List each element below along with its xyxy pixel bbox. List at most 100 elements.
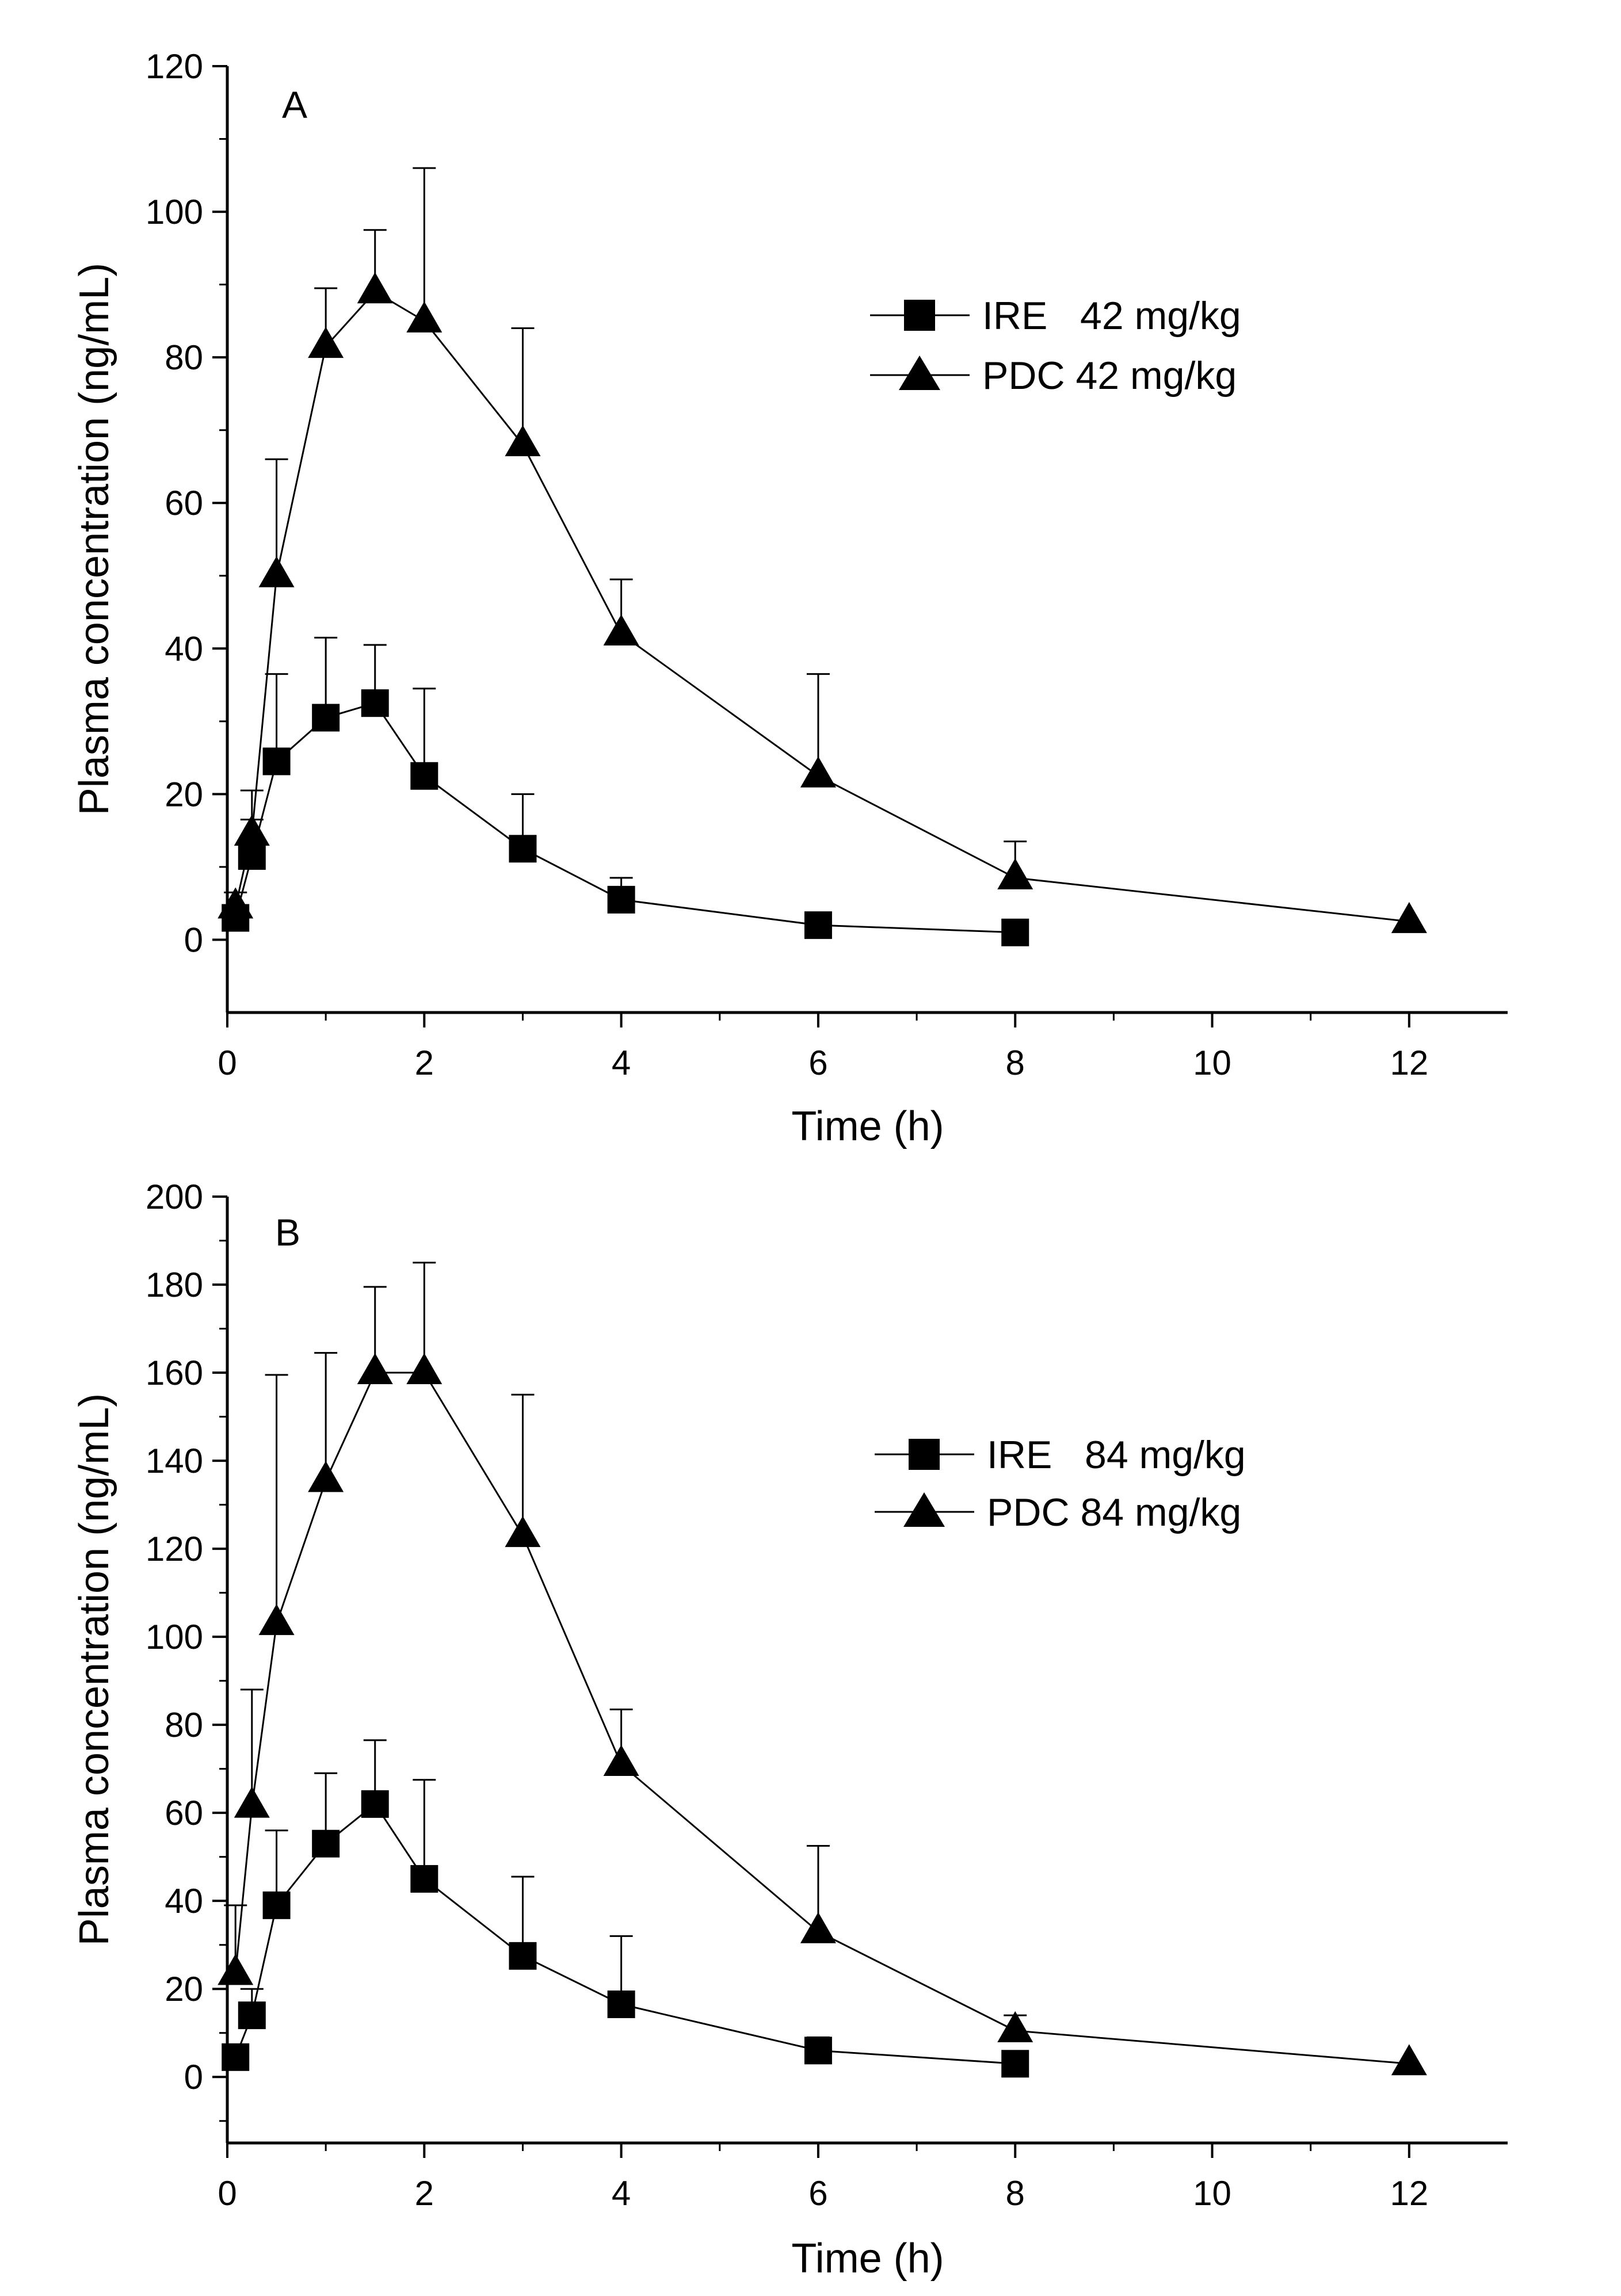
panel-a-x-tick-label: 4 (612, 1044, 631, 1082)
panel-a-label: A (282, 83, 307, 126)
panel-a-x-axis-title: Time (h) (791, 1103, 944, 1149)
panel-b-y-tick-label: 80 (165, 1706, 203, 1744)
panel-a-ire-data-point (410, 762, 438, 790)
panel-a-y-tick-label: 0 (184, 920, 203, 959)
panel-a-y-tick-label: 100 (146, 193, 203, 231)
panel-b-y-tick-label: 20 (165, 1970, 203, 2008)
panel-b-pdc-data-point (505, 1516, 541, 1548)
panel-b-x-tick-label: 4 (612, 2174, 631, 2213)
panel-b-pdc-data-point (1391, 2044, 1427, 2076)
panel-a-pdc-data-point (234, 814, 270, 846)
panel-a-legend-triangle-marker (899, 356, 940, 390)
panel-a-y-axis-title: Plasma concentration (ng/mL) (71, 263, 117, 815)
panel-a-ire-data-point (1001, 918, 1029, 946)
panel-b-marks (218, 1262, 1427, 2078)
panel-b-pdc-data-point (603, 1745, 639, 1776)
panel-a-pdc-data-point (800, 756, 836, 788)
panel-a-y-tick-label: 120 (146, 47, 203, 86)
panel-a-pdc-data-point (505, 425, 541, 456)
panel-b-ire-data-point (222, 2043, 250, 2071)
panel-b-y-tick-label: 160 (146, 1354, 203, 1392)
panel-a-x-tick-label: 6 (808, 1044, 827, 1082)
panel-b-legend-entry-ire: IRE 84 mg/kg (875, 1433, 1246, 1477)
panel-b-x-tick-label: 0 (218, 2174, 237, 2213)
panel-b-y-tick-label: 200 (146, 1178, 203, 1216)
panel-a-legend-square-marker (904, 300, 935, 331)
panel-b-y-tick-label: 0 (184, 2058, 203, 2096)
panel-a-ire-data-point (361, 689, 389, 717)
panel-b-ire-data-point (410, 1865, 438, 1893)
panel-a-legend-label-pdc: PDC 42 mg/kg (982, 354, 1237, 398)
panel-b-pdc-data-point (308, 1461, 344, 1492)
panel-a-ire-data-point (238, 842, 266, 870)
panel-b-y-tick-label: 60 (165, 1794, 203, 1832)
panel-a-x-tick-label: 0 (218, 1044, 237, 1082)
panel-a-x-tick-label: 12 (1390, 1044, 1428, 1082)
panel-b-ire-data-point (804, 2037, 832, 2065)
panel-a-pdc-data-point (603, 614, 639, 645)
panel-b-legend-square-marker (909, 1439, 940, 1470)
panel-b-y-tick-label: 120 (146, 1530, 203, 1568)
panel-a-y-tick-label: 40 (165, 629, 203, 668)
panel-b-pdc-data-point (234, 1786, 270, 1818)
panel-b-x-tick-label: 2 (415, 2174, 434, 2213)
panel-b-ire-data-point (607, 1990, 635, 2018)
panel-a-pdc-data-point (258, 556, 295, 587)
panel-a-ire-series-line (234, 702, 1016, 934)
panel-a-marks (218, 167, 1427, 946)
panel-a-legend-entry-pdc: PDC 42 mg/kg (870, 354, 1237, 398)
panel-b-y-tick-label: 40 (165, 1882, 203, 1920)
panel-b-pdc-data-point (258, 1604, 295, 1636)
panel-b-pdc-data-point (406, 1353, 443, 1385)
panel-b-legend: IRE 84 mg/kg PDC 84 mg/kg (875, 1433, 1246, 1534)
panel-b-x-tick-label: 6 (808, 2174, 827, 2213)
panel-b-pdc-data-point (357, 1353, 393, 1385)
panel-b-legend-label-pdc: PDC 84 mg/kg (987, 1491, 1241, 1534)
panel-a-legend-label-ire: IRE 42 mg/kg (982, 294, 1241, 338)
panel-b-y-tick-label: 140 (146, 1442, 203, 1480)
panel-a-x-tick-label: 8 (1006, 1044, 1025, 1082)
panel-a-pdc-data-point (997, 858, 1033, 889)
panel-a-legend-entry-ire: IRE 42 mg/kg (870, 294, 1241, 338)
panel-a-legend: IRE 42 mg/kg PDC 42 mg/kg (870, 294, 1241, 398)
panel-a-y-tick-label: 80 (165, 338, 203, 377)
panel-b-legend-triangle-marker (903, 1492, 945, 1527)
panel-a-ire-data-point (804, 911, 832, 939)
panel-a-pdc-data-point (1391, 901, 1427, 933)
panel-b-label: B (275, 1211, 300, 1254)
panel-a-x-tick-label: 10 (1193, 1044, 1231, 1082)
panel-a-ire-data-point (262, 747, 291, 775)
panel-a-ire-data-point (607, 885, 635, 914)
panel-a-pdc-data-point (406, 301, 443, 333)
panel-a-pdc-data-point (308, 327, 344, 358)
panel-a-ire-data-point (312, 704, 340, 732)
panel-a-y-tick-label: 60 (165, 484, 203, 522)
panel-b-ire-series-line (234, 1802, 1016, 2065)
panel-b-legend-label-ire: IRE 84 mg/kg (987, 1433, 1246, 1477)
panel-b-x-tick-label: 10 (1193, 2174, 1231, 2213)
panel-b-x-tick-label: 12 (1390, 2174, 1428, 2213)
panel-b-legend-entry-pdc: PDC 84 mg/kg (875, 1491, 1241, 1534)
panel-b-ire-data-point (238, 2001, 266, 2030)
panel-b-ire-data-point (312, 1829, 340, 1858)
panel-b-ire-data-point (361, 1790, 389, 1818)
panel-b-x-axis-title: Time (h) (791, 2236, 944, 2282)
panel-b-y-axis-title: Plasma concentration (ng/mL) (71, 1393, 117, 1946)
panel-b-x-tick-label: 8 (1006, 2174, 1025, 2213)
panel-b-y-tick-label: 100 (146, 1618, 203, 1656)
panel-a-y-tick-label: 20 (165, 775, 203, 813)
panel-b-ire-data-point (262, 1891, 291, 1919)
panel-a-pdc-data-point (357, 272, 393, 304)
panel-b-pdc-data-point (800, 1912, 836, 1943)
panel-b-ire-data-point (1001, 2050, 1029, 2078)
panel-a-x-tick-label: 2 (415, 1044, 434, 1082)
panel-b-y-tick-label: 180 (146, 1266, 203, 1304)
panel-b-pdc-data-point (997, 2011, 1033, 2042)
panel-a-ire-data-point (509, 835, 537, 863)
panel-b-ire-data-point (509, 1942, 537, 1970)
